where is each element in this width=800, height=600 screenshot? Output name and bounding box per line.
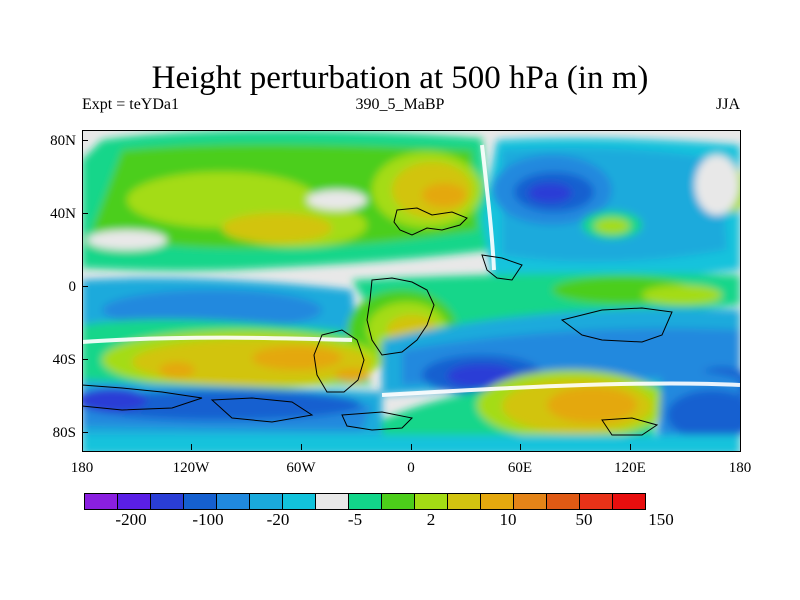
colorbar-label: -200 — [115, 510, 147, 529]
colorbar-swatch — [316, 494, 349, 509]
plot-title: Height perturbation at 500 hPa (in m) — [151, 60, 649, 96]
season-label: JJA — [715, 96, 740, 113]
x-tick — [301, 444, 302, 450]
x-label-60w: 60W — [286, 460, 316, 476]
contour-map-svg — [82, 130, 740, 451]
colorbar-label: 150 — [648, 510, 674, 529]
colorbar-swatch — [184, 494, 217, 509]
experiment-label: Expt = teYDa1 — [82, 96, 179, 113]
colorbar-swatch — [448, 494, 481, 509]
colorbar-swatch — [85, 494, 118, 509]
y-label-40n: 40N — [50, 206, 76, 222]
colorbar-label: 2 — [426, 510, 436, 529]
x-tick — [411, 444, 412, 450]
y-tick — [82, 140, 88, 141]
y-label-0: 0 — [68, 279, 77, 295]
x-tick — [520, 444, 521, 450]
y-label-80n: 80N — [50, 133, 76, 149]
colorbar-label: -20 — [266, 510, 290, 529]
colorbar-swatch — [283, 494, 316, 509]
y-tick — [82, 432, 88, 433]
period-label: 390_5_MaBP — [355, 96, 445, 113]
colorbar-label: -100 — [192, 510, 224, 529]
colorbar-label: -5 — [347, 510, 363, 529]
colorbar-swatch — [382, 494, 415, 509]
y-tick — [82, 359, 88, 360]
colorbar-swatch — [547, 494, 580, 509]
colorbar-swatch — [613, 494, 645, 509]
x-label-120e: 120E — [614, 460, 646, 476]
colorbar-swatch — [217, 494, 250, 509]
colorbar-label: 50 — [575, 510, 593, 529]
y-tick — [82, 213, 88, 214]
x-label-180w: 180 — [70, 460, 94, 476]
colorbar-swatch — [514, 494, 547, 509]
colorbar-swatch — [415, 494, 448, 509]
x-tick — [191, 444, 192, 450]
x-label-180e: 180 — [728, 460, 752, 476]
colorbar-swatch — [118, 494, 151, 509]
y-tick — [82, 286, 88, 287]
colorbar-swatch — [349, 494, 382, 509]
contour-fields — [82, 130, 740, 451]
colorbar-swatch — [580, 494, 613, 509]
colorbar — [84, 493, 646, 510]
x-label-60e: 60E — [507, 460, 533, 476]
colorbar-swatch — [151, 494, 184, 509]
colorbar-label: 10 — [499, 510, 517, 529]
x-tick — [630, 444, 631, 450]
x-label-0: 0 — [407, 460, 415, 476]
y-label-80s: 80S — [52, 425, 76, 441]
contour-map — [82, 130, 740, 451]
colorbar-swatch — [250, 494, 283, 509]
colorbar-swatch — [481, 494, 514, 509]
x-label-120w: 120W — [172, 460, 210, 476]
y-label-40s: 40S — [52, 352, 76, 368]
